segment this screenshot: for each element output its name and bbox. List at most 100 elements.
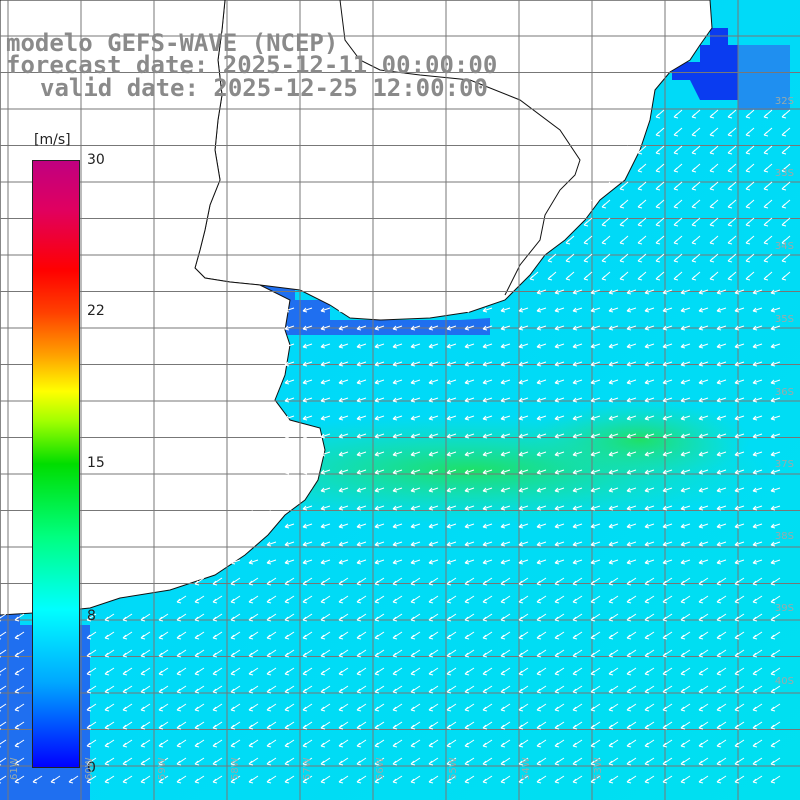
wind-arrow: [734, 289, 745, 295]
wind-arrow: [356, 523, 367, 529]
wind-arrow: [338, 739, 349, 748]
wind-arrow: [709, 235, 719, 245]
wind-arrow: [194, 667, 205, 676]
wind-arrow: [176, 631, 187, 640]
wind-arrow: [518, 757, 529, 766]
wind-arrow: [770, 433, 781, 439]
wind-arrow: [500, 343, 511, 349]
wind-arrow: [565, 271, 575, 281]
wind-arrow: [644, 505, 655, 511]
lat-label: 39S: [774, 603, 794, 614]
wind-arrow: [356, 631, 367, 640]
wind-arrow: [68, 775, 79, 784]
wind-arrow: [158, 685, 169, 694]
wind-arrow: [428, 613, 439, 622]
wind-arrow: [320, 325, 331, 331]
wind-arrow: [410, 559, 421, 565]
wind-arrow: [626, 523, 637, 529]
wind-arrow: [734, 523, 745, 529]
wind-arrow: [104, 613, 115, 622]
wind-arrow: [554, 775, 565, 784]
wind-arrow: [572, 595, 583, 604]
wind-arrow: [637, 199, 647, 209]
wind-arrow: [608, 343, 619, 349]
wind-arrow: [410, 343, 421, 349]
wind-arrow: [572, 433, 583, 439]
wind-arrow: [752, 721, 763, 730]
wind-arrow: [428, 433, 439, 439]
wind-arrow: [320, 559, 331, 565]
wind-arrow: [590, 469, 601, 475]
wind-arrow: [752, 289, 763, 295]
wind-arrow: [716, 577, 727, 586]
wind-arrow: [662, 307, 673, 313]
colorbar-tick: 22: [87, 303, 105, 319]
wind-arrow: [752, 325, 763, 331]
wind-arrow: [554, 505, 565, 511]
wind-arrow: [536, 289, 547, 295]
wind-arrow: [770, 307, 781, 313]
wind-arrow: [626, 469, 637, 475]
wind-arrow: [626, 703, 637, 712]
wind-arrow: [626, 415, 637, 421]
wind-arrow: [698, 397, 709, 403]
wind-arrow: [752, 415, 763, 421]
wind-arrow: [482, 703, 493, 712]
wind-arrow: [266, 703, 277, 712]
wind-arrow: [752, 685, 763, 694]
wind-arrow: [446, 595, 457, 604]
wind-arrow: [14, 631, 25, 640]
wind-arrow: [122, 667, 133, 676]
wind-arrow: [482, 361, 493, 367]
wind-arrow: [320, 721, 331, 730]
wind-arrow: [662, 325, 673, 331]
wind-arrow: [248, 649, 259, 658]
wind-arrow: [734, 433, 745, 439]
wind-arrow: [734, 703, 745, 712]
wind-arrow: [626, 451, 637, 457]
wind-arrow: [536, 757, 547, 766]
wind-arrow: [284, 703, 295, 712]
wind-arrow: [374, 577, 385, 586]
wind-arrow: [410, 487, 421, 493]
wind-arrow: [302, 577, 313, 586]
wind-arrow: [680, 541, 691, 547]
wind-arrow: [608, 289, 619, 295]
wind-arrow: [752, 703, 763, 712]
wind-arrow: [392, 595, 403, 604]
wind-arrow: [608, 505, 619, 511]
wind-arrow: [320, 649, 331, 658]
wind-arrow: [662, 523, 673, 529]
wind-arrow: [338, 451, 349, 457]
wind-arrow: [536, 649, 547, 658]
wind-arrow: [518, 685, 529, 694]
wind-arrow: [745, 271, 755, 281]
wind-arrow: [698, 577, 709, 586]
wind-arrow: [374, 505, 385, 511]
wind-arrow: [0, 721, 7, 730]
lat-label: 37S: [774, 459, 794, 470]
wind-arrow: [410, 685, 421, 694]
wind-arrow: [176, 739, 187, 748]
wind-arrow: [698, 667, 709, 676]
wind-arrow: [302, 343, 313, 349]
wind-arrow: [554, 739, 565, 748]
wind-arrow: [662, 703, 673, 712]
wind-arrow: [446, 505, 457, 511]
wind-arrow: [626, 505, 637, 511]
wind-arrow: [410, 667, 421, 676]
wind-arrow: [770, 649, 781, 658]
wind-arrow: [392, 451, 403, 457]
wind-arrow: [428, 379, 439, 385]
wind-arrow: [745, 163, 755, 173]
wind-arrow: [446, 307, 457, 313]
wind-arrow: [608, 667, 619, 676]
wind-arrow: [734, 451, 745, 457]
wind-arrow: [0, 613, 7, 622]
wind-arrow: [86, 703, 97, 712]
wind-arrow: [572, 685, 583, 694]
wind-arrow: [500, 307, 511, 313]
wind-arrow: [482, 613, 493, 622]
wind-arrow: [608, 595, 619, 604]
wind-arrow: [698, 487, 709, 493]
